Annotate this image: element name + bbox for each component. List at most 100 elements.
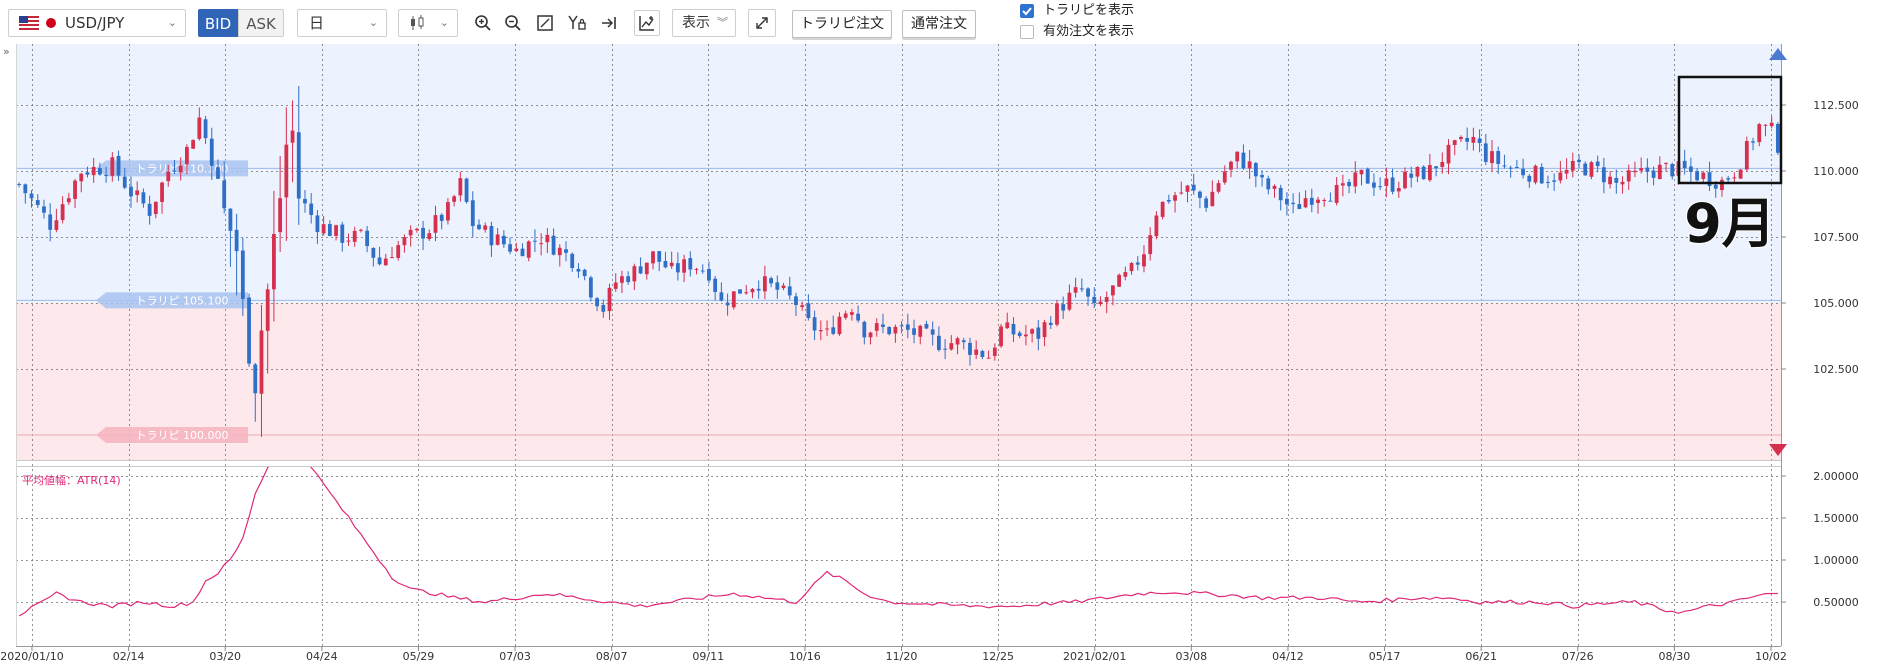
candle bbox=[110, 152, 115, 182]
candle bbox=[1266, 175, 1271, 195]
show-trailing-checkbox[interactable] bbox=[1020, 4, 1034, 18]
candle bbox=[1459, 135, 1463, 142]
expand-icon[interactable] bbox=[748, 9, 776, 37]
bid-button[interactable]: BID bbox=[198, 9, 238, 37]
candle bbox=[533, 229, 537, 252]
candle bbox=[495, 228, 500, 246]
candle bbox=[477, 219, 481, 231]
scroll-up-icon[interactable] bbox=[1769, 48, 1787, 60]
candle bbox=[831, 315, 836, 336]
candle bbox=[1042, 319, 1047, 347]
candle bbox=[738, 289, 742, 294]
candle bbox=[1166, 194, 1171, 204]
candle bbox=[483, 222, 488, 233]
date-tick-label: 2021/02/01 bbox=[1063, 650, 1126, 663]
candle bbox=[570, 252, 575, 272]
date-tick-label: 10/16 bbox=[789, 650, 821, 663]
display-menu[interactable]: 表示 ︾ bbox=[672, 9, 736, 37]
candle bbox=[390, 246, 394, 259]
candle bbox=[365, 225, 370, 253]
candle bbox=[135, 181, 140, 203]
candle bbox=[1682, 149, 1687, 175]
candle bbox=[1769, 115, 1774, 129]
candle bbox=[197, 107, 202, 141]
date-tick-label: 03/08 bbox=[1175, 650, 1207, 663]
candle bbox=[327, 220, 332, 237]
candle bbox=[781, 282, 786, 291]
scale-lock-icon[interactable] bbox=[564, 10, 590, 36]
show-active-orders-checkbox[interactable] bbox=[1020, 25, 1034, 39]
candle bbox=[1073, 277, 1078, 298]
candle bbox=[147, 195, 152, 225]
candle bbox=[1620, 176, 1625, 194]
candle bbox=[1235, 151, 1240, 169]
candle bbox=[1365, 167, 1370, 184]
candle bbox=[1763, 124, 1768, 137]
candle bbox=[675, 252, 680, 281]
price-tick-label: 112.500 bbox=[1813, 99, 1859, 112]
zoom-out-icon[interactable] bbox=[500, 10, 526, 36]
candle bbox=[626, 271, 631, 285]
candle bbox=[1278, 184, 1283, 211]
candle bbox=[818, 320, 823, 341]
indicator-icon[interactable] bbox=[634, 10, 660, 36]
candle bbox=[663, 251, 668, 269]
candle bbox=[421, 220, 425, 250]
symbol-selector[interactable]: USD/JPY ⌄ bbox=[8, 9, 186, 37]
candle bbox=[1465, 127, 1470, 151]
atr-series bbox=[18, 466, 1778, 617]
ask-button[interactable]: ASK bbox=[238, 9, 284, 37]
candle bbox=[1353, 161, 1358, 194]
candle bbox=[918, 324, 923, 345]
date-tick-label: 12/25 bbox=[982, 650, 1014, 663]
price-tick-label: 105.000 bbox=[1813, 297, 1859, 310]
collapse-panel-icon[interactable]: » bbox=[3, 45, 10, 58]
candle bbox=[508, 237, 512, 255]
candle bbox=[1452, 139, 1457, 156]
candle bbox=[551, 228, 556, 256]
normal-order-button[interactable]: 通常注文 bbox=[902, 10, 976, 38]
atr-tick-label: 1.00000 bbox=[1813, 554, 1859, 567]
candle bbox=[1757, 122, 1762, 147]
candle bbox=[905, 313, 910, 339]
candle bbox=[912, 319, 916, 344]
display-label: 表示 bbox=[682, 15, 710, 31]
chart-type-selector[interactable]: ⌄ bbox=[398, 9, 458, 37]
zoom-in-icon[interactable] bbox=[470, 10, 496, 36]
fit-screen-icon[interactable] bbox=[532, 10, 558, 36]
candle bbox=[943, 339, 948, 360]
timeframe-selector[interactable]: 日 ⌄ bbox=[297, 9, 387, 37]
candle bbox=[1483, 134, 1488, 166]
candle bbox=[986, 350, 991, 359]
candle bbox=[849, 308, 854, 321]
candle bbox=[1154, 211, 1159, 240]
candle bbox=[414, 227, 419, 233]
double-chevron-down-icon: ︾ bbox=[717, 16, 728, 29]
candle bbox=[936, 326, 941, 352]
candle bbox=[234, 213, 239, 296]
candle bbox=[1055, 299, 1059, 327]
candle bbox=[694, 267, 699, 275]
candle bbox=[1657, 156, 1662, 180]
candle bbox=[296, 86, 301, 225]
candle bbox=[762, 265, 767, 300]
candle bbox=[968, 337, 972, 366]
candle bbox=[837, 312, 842, 336]
candle bbox=[303, 190, 307, 213]
candle bbox=[222, 161, 227, 214]
candle bbox=[1303, 190, 1308, 209]
candle bbox=[247, 293, 251, 367]
scroll-down-icon[interactable] bbox=[1769, 444, 1787, 456]
candle bbox=[930, 321, 935, 346]
chevron-down-icon: ⌄ bbox=[439, 16, 449, 29]
scroll-to-latest-icon[interactable] bbox=[596, 10, 622, 36]
candle bbox=[427, 229, 432, 241]
candle bbox=[613, 273, 618, 292]
trailing-order-button[interactable]: トラリピ注文 bbox=[792, 10, 892, 38]
candle bbox=[29, 190, 34, 208]
candle bbox=[1079, 278, 1084, 293]
candle bbox=[1067, 284, 1072, 312]
candle bbox=[1564, 158, 1569, 180]
candle bbox=[1347, 178, 1351, 194]
